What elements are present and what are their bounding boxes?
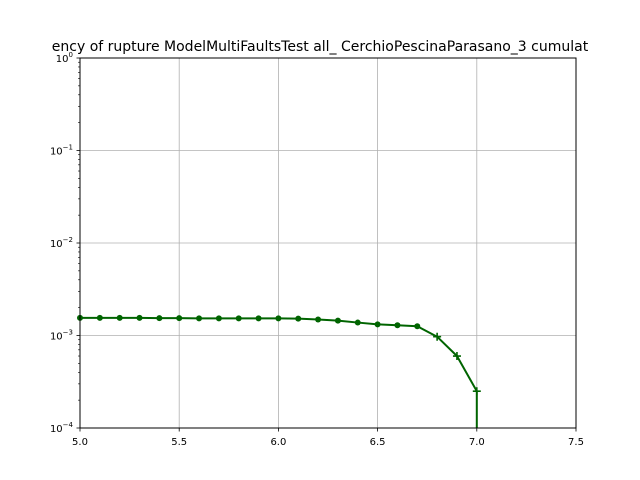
data-point [196,315,203,322]
x-tick-label: 5.5 [171,437,187,448]
y-tick-label: 10−1 [50,144,73,158]
data-point [116,314,123,321]
data-point [156,315,163,322]
y-tick-label-base: 10 [50,332,63,343]
data-point [472,387,481,396]
data-point [255,315,262,322]
x-axis: 5.0 5.5 6.0 6.5 7.0 7.5 [72,428,584,448]
y-tick-label-exponent: −1 [63,144,73,152]
data-point [354,319,361,326]
y-tick-label-exponent: 0 [69,51,73,59]
data-point [136,314,143,321]
y-tick-label-base: 10 [50,147,63,158]
data-point [374,321,381,328]
y-tick-label-exponent: −4 [63,421,74,429]
data-point [215,315,222,322]
data-point [315,316,322,323]
y-tick-label: 10−2 [50,236,73,250]
data-point [452,352,461,361]
data-point [334,317,341,324]
data-point [235,315,242,322]
data-point [96,314,103,321]
data-point [295,315,302,322]
y-tick-label-exponent: −3 [63,329,73,337]
data-point [275,315,282,322]
x-tick-label: 7.0 [469,437,485,448]
x-tick-label: 5.0 [72,437,88,448]
data-point [433,332,442,341]
y-tick-label: 10−4 [50,421,74,435]
y-tick-label-base: 10 [50,239,63,250]
y-tick-label: 10−3 [50,329,73,343]
x-tick-label: 7.5 [568,437,584,448]
series-line [80,316,478,428]
y-tick-label: 100 [56,51,73,65]
data-point [414,323,421,330]
data-point [394,322,401,329]
series-layer [77,314,481,428]
x-tick-label: 6.0 [270,437,286,448]
chart-title: ency of rupture ModelMultiFaultsTest all… [52,39,589,55]
data-point [176,315,183,322]
y-tick-label-base: 10 [56,54,69,65]
y-tick-label-base: 10 [50,424,63,435]
x-tick-label: 6.5 [370,437,386,448]
y-tick-label-exponent: −2 [63,236,73,244]
